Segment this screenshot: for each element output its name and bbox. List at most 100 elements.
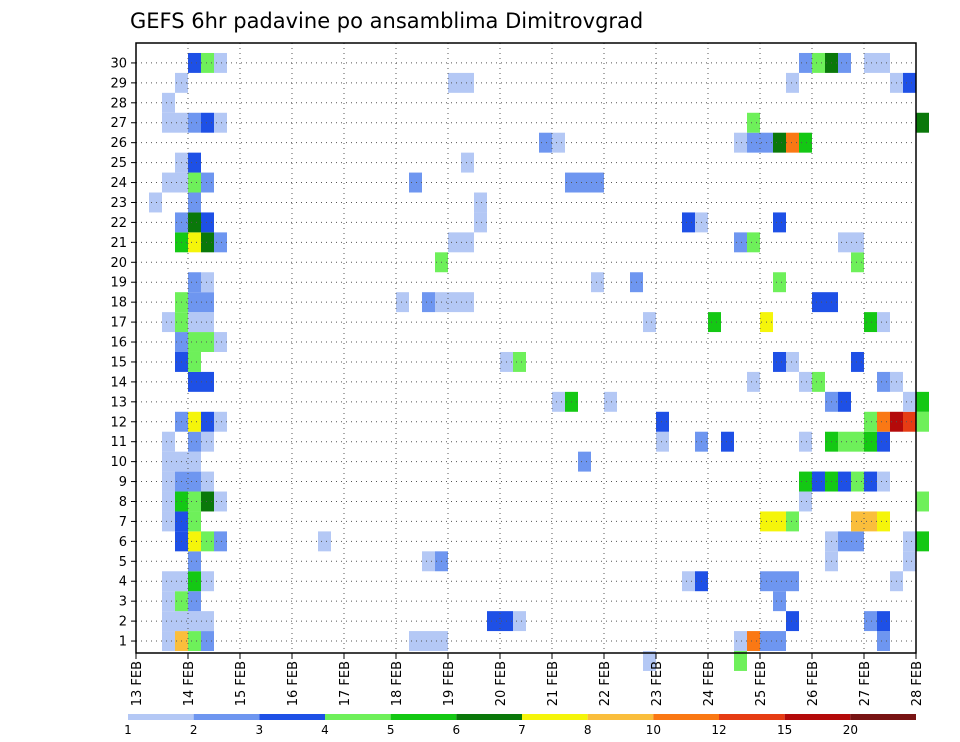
heatmap-cell [474, 212, 487, 233]
heatmap-cell [734, 631, 747, 651]
heatmap-cell [838, 471, 851, 492]
colorbar-label: 20 [843, 723, 858, 737]
heatmap-cell [188, 292, 201, 313]
heatmap-cell [162, 591, 175, 612]
x-tick-label: 21 FEB [546, 661, 561, 706]
x-tick-label: 13 FEB [130, 661, 145, 706]
heatmap-cell [201, 491, 214, 512]
heatmap-cell [812, 292, 825, 313]
heatmap-cell [188, 152, 201, 173]
heatmap-cell [162, 611, 175, 632]
plot-frame [135, 42, 917, 654]
y-tick-label: 5 [119, 555, 127, 570]
heatmap-cell [682, 571, 695, 592]
y-tick-label: 21 [110, 236, 127, 251]
heatmap-cell [201, 631, 214, 651]
y-tick-label: 27 [110, 116, 127, 131]
heatmap-cell [422, 292, 435, 313]
heatmap-cell [799, 491, 812, 512]
y-tick-label: 8 [119, 495, 127, 510]
heatmap-cell [591, 172, 604, 193]
heatmap-cell [162, 312, 175, 333]
heatmap-cell [812, 371, 825, 392]
heatmap-cell [578, 172, 591, 193]
y-tick-label: 2 [119, 615, 127, 630]
heatmap-cell [838, 391, 851, 412]
heatmap-cell [188, 112, 201, 133]
heatmap-cell [188, 52, 201, 73]
y-tick-label: 1 [119, 635, 127, 650]
heatmap-cell [461, 232, 474, 253]
heatmap-cell [786, 72, 799, 93]
x-tick-label: 17 FEB [338, 661, 353, 706]
colorbar-swatch [719, 714, 785, 720]
heatmap-cell [916, 112, 929, 133]
colorbar-swatch [390, 714, 457, 720]
heatmap-cell [188, 451, 201, 472]
heatmap-cell [786, 351, 799, 372]
heatmap-cells [149, 52, 929, 671]
heatmap-cell [838, 531, 851, 552]
heatmap-cell [877, 471, 890, 492]
heatmap-cell [864, 611, 877, 632]
y-tick-label: 3 [119, 595, 127, 610]
colorbar-swatch [653, 714, 719, 720]
heatmap-cell [773, 272, 786, 293]
x-tick-label: 15 FEB [234, 661, 249, 706]
x-tick-label: 26 FEB [806, 661, 821, 706]
heatmap-cell [201, 431, 214, 452]
heatmap-cell [838, 232, 851, 253]
heatmap-cell [188, 491, 201, 512]
heatmap-cell [799, 431, 812, 452]
heatmap-cell [747, 132, 760, 153]
heatmap-cell [851, 471, 864, 492]
heatmap-cell [812, 471, 825, 492]
heatmap-cell [214, 232, 227, 253]
heatmap-cell [734, 232, 747, 253]
heatmap-cell [422, 551, 435, 572]
heatmap-cell [747, 112, 760, 133]
heatmap-cell [773, 351, 786, 372]
heatmap-cell [188, 332, 201, 352]
heatmap-cell [318, 531, 331, 552]
colorbar-swatch [128, 714, 194, 720]
x-tick-label: 23 FEB [650, 661, 665, 706]
heatmap-cell [643, 312, 656, 333]
heatmap-cell [214, 112, 227, 133]
heatmap-cell [682, 212, 695, 233]
grid-lines [136, 43, 916, 653]
y-tick-label: 12 [110, 415, 127, 430]
heatmap-cell [786, 132, 799, 153]
colorbar-swatch [456, 714, 522, 720]
heatmap-cell [864, 431, 877, 452]
heatmap-cell [604, 391, 617, 412]
heatmap-cell [188, 212, 201, 233]
heatmap-cell [461, 72, 474, 93]
heatmap-cell [916, 531, 929, 552]
heatmap-cell [188, 351, 201, 372]
heatmap-cell [201, 52, 214, 73]
y-tick-label: 13 [110, 395, 127, 410]
heatmap-cell [188, 531, 201, 552]
heatmap-cell [864, 312, 877, 333]
x-tick-label: 28 FEB [910, 661, 925, 706]
heatmap-cell [201, 272, 214, 293]
heatmap-cell [851, 511, 864, 532]
heatmap-cell [162, 491, 175, 512]
heatmap-cell [864, 52, 877, 73]
heatmap-cell [188, 172, 201, 193]
heatmap-cell [539, 132, 552, 153]
heatmap-cell [188, 471, 201, 492]
heatmap-cell [877, 411, 890, 432]
colorbar-swatch [193, 714, 260, 720]
heatmap-cell [214, 531, 227, 552]
heatmap-cell [773, 591, 786, 612]
x-tick-label: 25 FEB [754, 661, 769, 706]
x-tick-label: 16 FEB [286, 661, 301, 706]
heatmap-cell [162, 112, 175, 133]
heatmap-cell [773, 132, 786, 153]
y-axis: 1234567891011121314151617181920212223242… [110, 56, 136, 650]
y-tick-label: 6 [119, 535, 127, 550]
heatmap-cell [448, 72, 461, 93]
heatmap-cell [773, 511, 786, 532]
